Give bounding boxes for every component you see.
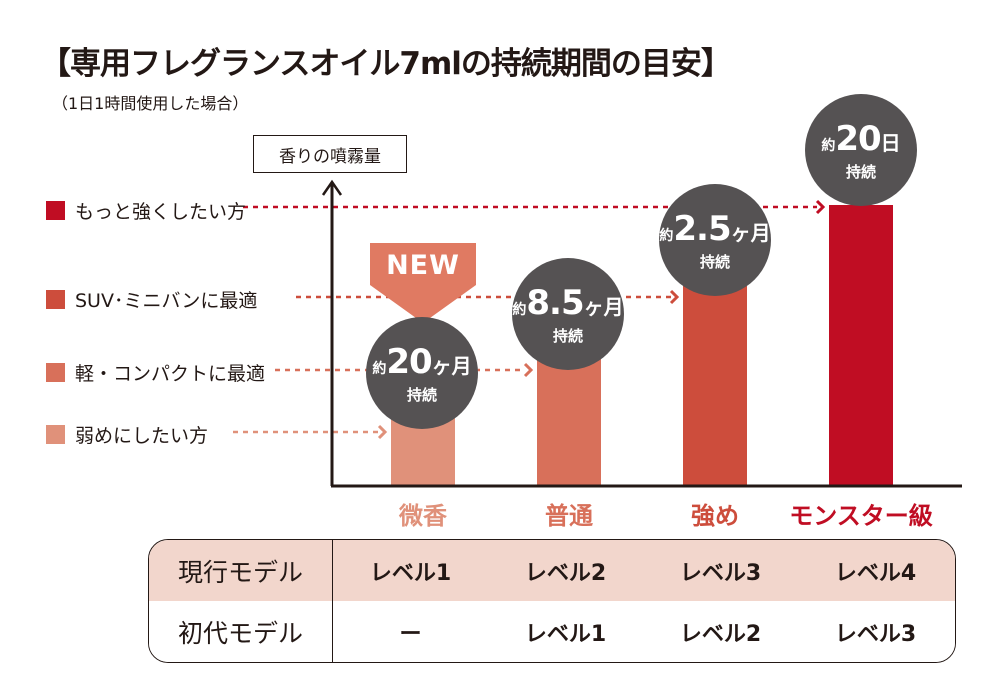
bubble-note: 持続 <box>699 252 730 271</box>
legend-item-level1: 弱めにしたい方 <box>46 421 208 448</box>
bubble-value: 2.5 <box>673 208 731 249</box>
table-cell: ー <box>399 621 422 647</box>
bubble-prefix: 約 <box>821 137 836 154</box>
page-subtitle: （1日1時間使用した場合） <box>52 94 249 113</box>
table-row-current-model: 現行モデル レベル1 レベル2 レベル3 レベル4 <box>149 540 955 602</box>
duration-bubble-3: 約 2.5 ヶ月 持続 <box>659 184 771 296</box>
bubble-note: 持続 <box>406 385 437 404</box>
legend-label: 弱めにしたい方 <box>75 425 209 447</box>
bubble-prefix: 約 <box>512 301 527 318</box>
duration-bubble-2: 約 8.5 ヶ月 持続 <box>512 258 624 370</box>
category-label: 微香 <box>399 502 447 530</box>
table-cell: レベル2 <box>524 560 607 586</box>
category-label: 強め <box>691 502 739 530</box>
category-label: 普通 <box>545 502 593 530</box>
bubble-value: 20 <box>386 341 432 382</box>
table-cell: レベル1 <box>524 621 607 647</box>
bubble-prefix: 約 <box>659 227 674 244</box>
duration-bubble-1: 約 20 ヶ月 持続 <box>366 317 478 429</box>
y-axis-label: 香りの噴霧量 <box>253 135 407 173</box>
legend-swatch <box>46 201 65 220</box>
guide-arrow-icon <box>377 424 388 440</box>
legend-swatch <box>46 290 65 309</box>
bar-4 <box>829 205 893 485</box>
bubble-unit: ヶ月 <box>431 353 472 378</box>
y-axis-arrow-icon <box>321 179 343 196</box>
bubble-value: 8.5 <box>526 282 584 323</box>
new-badge <box>370 243 476 323</box>
page-title: 【専用フレグランスオイル7mlの持続期間の目安】 <box>40 46 732 82</box>
guide-arrow-icon <box>669 289 680 305</box>
table-cell: レベル1 <box>369 560 452 586</box>
bubble-note: 持続 <box>845 162 876 181</box>
table-cell: レベル2 <box>679 621 762 647</box>
table-row-first-model: 初代モデル ー レベル1 レベル2 レベル3 <box>149 601 955 662</box>
bubble-note: 持続 <box>552 326 583 345</box>
table-cell: レベル3 <box>679 560 762 586</box>
row-header: 初代モデル <box>149 601 333 662</box>
new-badge-label: NEW <box>386 250 460 281</box>
legend-swatch <box>46 363 65 382</box>
bubble-unit: ヶ月 <box>583 294 624 319</box>
bubble-value: 20 <box>835 118 881 159</box>
guide-arrow-icon <box>523 362 534 378</box>
legend-swatch <box>46 425 65 444</box>
bubble-prefix: 約 <box>372 360 387 377</box>
duration-bubble-4: 約 20 日 持続 <box>805 94 917 206</box>
guide-arrow-icon <box>815 199 826 215</box>
bubble-unit: 日 <box>880 130 901 155</box>
category-label: モンスター級 <box>789 502 933 530</box>
bar-3 <box>683 275 747 485</box>
axes <box>321 179 962 488</box>
legend-label: SUV･ミニバンに最適 <box>75 290 258 312</box>
legend-label: 軽・コンパクトに最適 <box>75 363 266 385</box>
table-cell: レベル4 <box>834 560 917 586</box>
legend-item-level3: SUV･ミニバンに最適 <box>46 286 257 313</box>
row-header: 現行モデル <box>149 540 333 601</box>
legend-label: もっと強くしたい方 <box>75 201 247 223</box>
bubble-unit: ヶ月 <box>730 220 771 245</box>
legend-item-level2: 軽・コンパクトに最適 <box>46 359 265 386</box>
level-comparison-table: 現行モデル レベル1 レベル2 レベル3 レベル4 初代モデル ー レベル1 レ… <box>148 539 956 663</box>
table-cell: レベル3 <box>834 621 917 647</box>
legend-item-level4: もっと強くしたい方 <box>46 197 246 224</box>
